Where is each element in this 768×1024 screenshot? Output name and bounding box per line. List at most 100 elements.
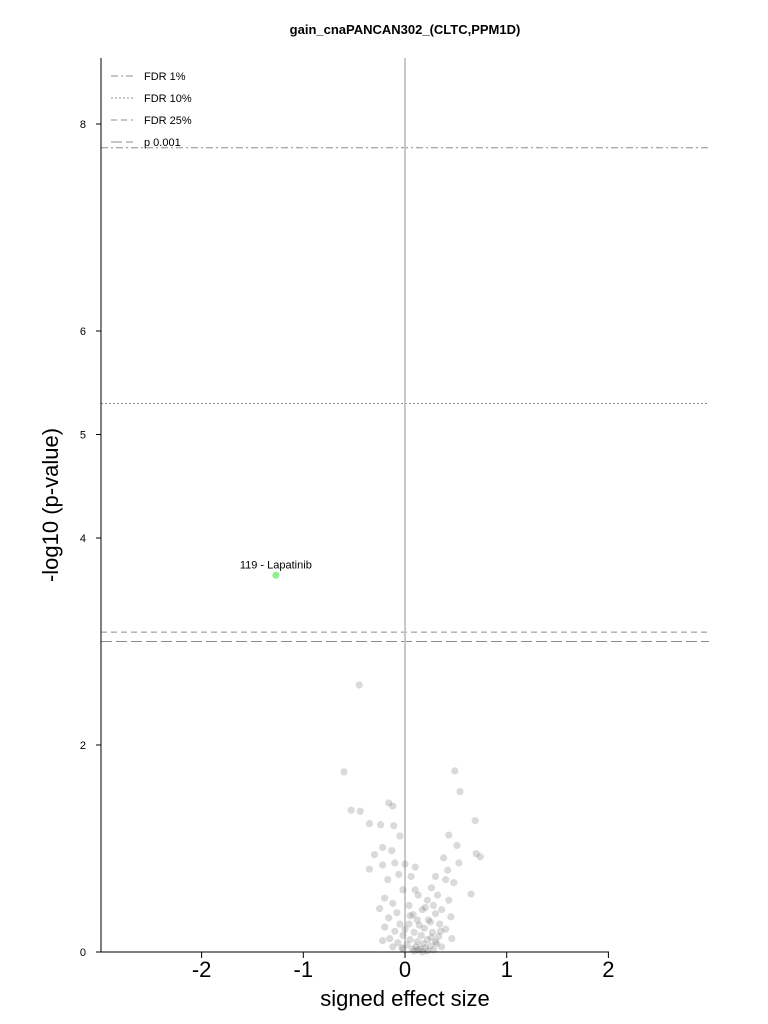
highlight: 119 - Lapatinib <box>240 559 312 579</box>
data-point <box>414 891 422 899</box>
data-point <box>428 928 437 936</box>
data-point <box>379 937 387 945</box>
data-point <box>436 927 445 935</box>
data-point <box>365 865 374 873</box>
data-point <box>389 802 397 810</box>
data-point <box>403 941 411 949</box>
data-point <box>427 933 436 942</box>
scatter-points <box>340 681 484 956</box>
data-point <box>347 806 355 814</box>
data-point <box>385 914 393 922</box>
data-point <box>385 799 393 807</box>
y-tick-label: 5 <box>80 430 86 442</box>
data-point <box>440 854 448 862</box>
legend-label: FDR 25% <box>144 115 192 127</box>
data-point <box>410 947 418 955</box>
y-axis-label: -log10 (p-value) <box>38 428 63 582</box>
data-point <box>406 912 414 920</box>
data-point <box>429 901 438 910</box>
data-point <box>394 939 402 947</box>
legend: FDR 1% FDR 10% FDR 25% p 0.001 <box>111 71 192 149</box>
y-tick-label: 4 <box>80 533 86 545</box>
legend-label: FDR 10% <box>144 93 192 105</box>
data-point <box>426 942 435 950</box>
data-point <box>472 850 480 858</box>
data-point <box>370 851 379 859</box>
x-tick-label: 0 <box>399 957 411 982</box>
x-axis-label: signed effect size <box>320 986 490 1011</box>
data-point <box>424 916 432 924</box>
data-point <box>431 872 440 881</box>
data-point <box>355 681 363 689</box>
data-point <box>445 831 453 839</box>
data-point <box>411 886 419 894</box>
data-point <box>426 918 435 926</box>
data-point <box>467 890 475 898</box>
data-point <box>379 843 387 852</box>
x-tick-label: -1 <box>294 957 314 982</box>
highlight-point <box>272 571 280 579</box>
data-point <box>421 944 429 952</box>
data-point <box>447 913 455 921</box>
data-point <box>423 935 431 944</box>
data-point <box>399 886 407 894</box>
data-point <box>356 807 364 815</box>
x-tick-label: 2 <box>602 957 614 982</box>
data-point <box>410 928 418 936</box>
data-point <box>415 921 423 929</box>
data-point <box>413 916 421 924</box>
data-point <box>444 866 452 874</box>
data-point <box>416 945 424 953</box>
y-tick-label: 2 <box>80 740 86 752</box>
axes <box>100 58 609 953</box>
data-point <box>399 931 407 940</box>
data-point <box>379 861 387 869</box>
data-point <box>420 924 428 932</box>
data-point <box>455 859 463 867</box>
data-point <box>448 934 456 943</box>
data-point <box>340 768 348 776</box>
data-point <box>435 920 444 928</box>
data-point <box>471 816 479 825</box>
data-point <box>431 910 440 918</box>
data-point <box>417 931 425 940</box>
data-point <box>432 940 441 948</box>
data-point <box>401 925 409 933</box>
data-point <box>389 943 397 951</box>
y-tick-label: 6 <box>80 326 86 338</box>
data-point <box>442 925 450 933</box>
y-ticks: 0 2 4 5 6 8 <box>80 119 101 959</box>
data-point <box>433 891 442 899</box>
legend-label: FDR 1% <box>144 71 186 83</box>
data-point <box>418 905 426 914</box>
data-point <box>391 927 399 935</box>
data-point <box>401 860 409 868</box>
data-point <box>386 934 394 943</box>
data-point <box>427 884 436 892</box>
data-point <box>396 920 404 928</box>
data-point <box>421 903 429 912</box>
data-point <box>445 896 453 904</box>
data-point <box>405 920 413 928</box>
data-point <box>407 872 415 881</box>
data-point <box>442 875 450 884</box>
data-point <box>453 841 461 849</box>
chart-title: gain_cnaPANCAN302_(CLTC,PPM1D) <box>290 22 521 37</box>
x-tick-label: -2 <box>192 957 212 982</box>
data-point <box>431 938 440 946</box>
data-point <box>412 943 420 951</box>
data-point <box>388 846 396 855</box>
data-point <box>384 875 392 884</box>
legend-label: p 0.001 <box>144 137 181 149</box>
data-point <box>395 870 403 878</box>
data-point <box>423 947 431 955</box>
data-point <box>389 899 397 907</box>
data-point <box>409 911 417 919</box>
data-point <box>411 863 419 871</box>
data-point <box>450 879 458 887</box>
data-point <box>399 945 407 953</box>
data-point <box>434 932 443 941</box>
data-point <box>438 905 446 914</box>
data-point <box>476 853 484 861</box>
